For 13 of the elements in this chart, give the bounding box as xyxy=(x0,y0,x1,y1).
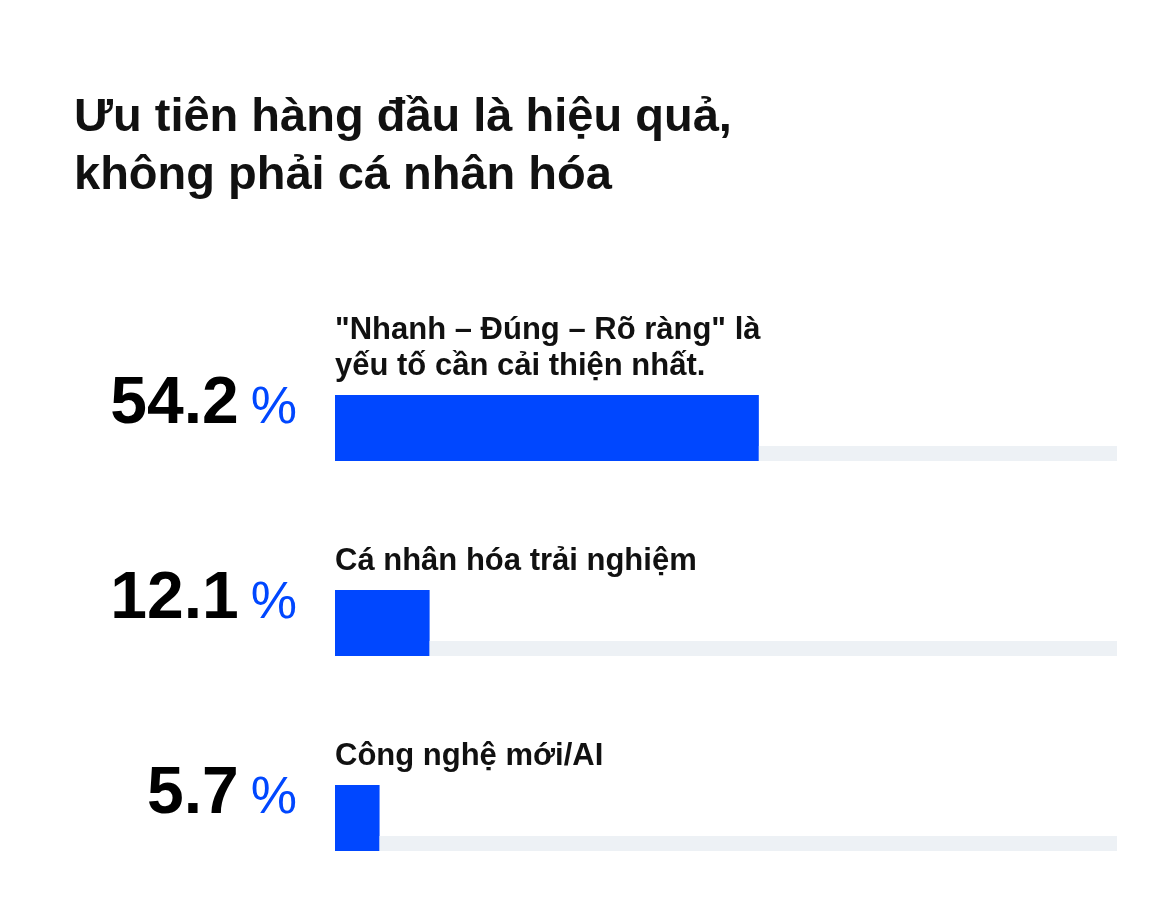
bar xyxy=(335,785,380,851)
y-tick-label: Cá nhân hóa trải nghiệm xyxy=(335,541,697,577)
bar xyxy=(379,836,1117,851)
chart-title: Ưu tiên hàng đầu là hiệu quả, không phải cá nhân hóa xyxy=(73,87,733,201)
bar xyxy=(335,395,759,461)
y-tick-label: "Nhanh – Đúng – Rõ ràng" là yếu tố cần cải thiện nhất. xyxy=(335,310,762,382)
y-tick-label: Công nghệ mới/AI xyxy=(335,736,604,772)
bar xyxy=(429,641,1117,656)
data-label: 5.7 % xyxy=(147,753,297,827)
bar xyxy=(758,446,1117,461)
bar xyxy=(335,590,430,656)
data-label: 54.2 % xyxy=(110,363,297,437)
data-label: 12.1 % xyxy=(110,558,297,632)
